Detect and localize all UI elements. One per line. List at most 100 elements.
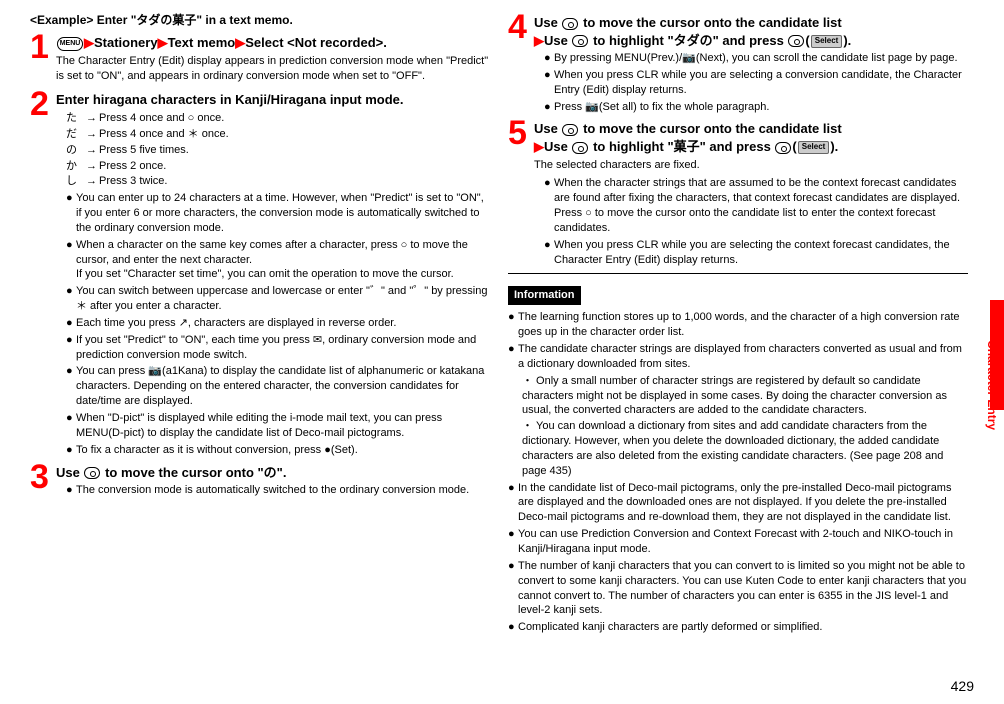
jp-char: だ	[66, 127, 84, 142]
t3rest: to move the cursor onto "の".	[105, 465, 286, 480]
char-line: か→Press 2 once.	[66, 159, 490, 174]
bullet-text: To fix a character as it is without conv…	[76, 443, 490, 458]
bullet: ●When you press CLR while you are select…	[544, 238, 968, 268]
information-list: ●The learning function stores up to 1,00…	[508, 310, 968, 635]
jp-char: か	[66, 159, 84, 174]
information-header: Information	[508, 286, 581, 305]
step-title: Use to move the cursor onto the candidat…	[534, 14, 968, 49]
page-number: 429	[951, 677, 974, 696]
bullet: ●If you set "Predict" to "ON", each time…	[66, 333, 490, 363]
info-text: The number of kanji characters that you …	[518, 559, 968, 618]
center-key-icon	[788, 35, 804, 47]
right-column: 4 Use to move the cursor onto the candid…	[508, 12, 968, 637]
char-instruction: Press 2 once.	[99, 159, 166, 174]
step4-bullets: ●By pressing MENU(Prev.)/📷(Next), you ca…	[534, 51, 968, 114]
bullet-text: You can enter up to 24 characters at a t…	[76, 191, 490, 236]
step-body: Use to move the cursor onto the candidat…	[534, 12, 968, 116]
info-bullet: ●In the candidate list of Deco-mail pict…	[508, 481, 968, 526]
bullet: ●When a character on the same key comes …	[66, 238, 490, 283]
example-header: <Example> Enter "タダの菓子" in a text memo.	[30, 12, 490, 28]
select-label-icon: Select	[811, 35, 843, 48]
char-line: し→Press 3 twice.	[66, 174, 490, 189]
jp-char: た	[66, 111, 84, 126]
title-part: Text memo	[168, 35, 236, 50]
info-sub: ・ Only a small number of character strin…	[522, 374, 968, 419]
char-instruction: Press 5 five times.	[99, 143, 189, 158]
bullet-text: When a character on the same key comes a…	[76, 238, 490, 283]
step-body: Use to move the cursor onto the candidat…	[534, 118, 968, 269]
char-instruction: Press 4 once and ＊ once.	[99, 127, 229, 142]
bullet-text: Each time you press ↗, characters are di…	[76, 316, 490, 331]
step-body: Enter hiragana characters in Kanji/Hirag…	[56, 89, 490, 459]
info-text: The candidate character strings are disp…	[518, 342, 968, 372]
info-text: In the candidate list of Deco-mail picto…	[518, 481, 968, 526]
left-column: <Example> Enter "タダの菓子" in a text memo. …	[30, 12, 490, 637]
step-body: Use to move the cursor onto "の". ●The co…	[56, 462, 490, 500]
info-bullet: ●The learning function stores up to 1,00…	[508, 310, 968, 340]
step5-bullets: ●When the character strings that are ass…	[534, 176, 968, 267]
step-1: 1 MENU▶Stationery▶Text memo▶Select <Not …	[30, 32, 490, 87]
step-number: 2	[30, 89, 52, 120]
step-subtext: The selected characters are fixed.	[534, 158, 968, 173]
bullet: ●When you press CLR while you are select…	[544, 68, 968, 98]
bullet: ●Each time you press ↗, characters are d…	[66, 316, 490, 331]
bullet-text: When you press CLR while you are selecti…	[554, 68, 968, 98]
step-4: 4 Use to move the cursor onto the candid…	[508, 12, 968, 116]
step-3: 3 Use to move the cursor onto "の". ●The …	[30, 462, 490, 500]
bullet-text: When you press CLR while you are selecti…	[554, 238, 968, 268]
step-subtext: The Character Entry (Edit) display appea…	[56, 54, 490, 84]
info-text: The learning function stores up to 1,000…	[518, 310, 968, 340]
bullet: ●The conversion mode is automatically sw…	[66, 483, 490, 498]
step-2: 2 Enter hiragana characters in Kanji/Hir…	[30, 89, 490, 459]
char-lines: た→Press 4 once and ○ once.だ→Press 4 once…	[56, 111, 490, 189]
select-label-icon: Select	[798, 141, 830, 154]
dpad-icon	[84, 467, 100, 479]
char-line: だ→Press 4 once and ＊ once.	[66, 127, 490, 142]
step-number: 3	[30, 462, 52, 493]
title-part: Stationery	[94, 35, 158, 50]
char-instruction: Press 4 once and ○ once.	[99, 111, 224, 126]
center-key-icon	[775, 142, 791, 154]
bullet-text: The conversion mode is automatically swi…	[76, 483, 490, 498]
bullet: ●To fix a character as it is without con…	[66, 443, 490, 458]
dpad-icon	[562, 124, 578, 136]
bullet: ●When "D-pict" is displayed while editin…	[66, 411, 490, 441]
menu-key-icon: MENU	[57, 37, 83, 51]
info-bullet: ●You can use Prediction Conversion and C…	[508, 527, 968, 557]
bullet: ●You can press 📷(a1Kana) to display the …	[66, 364, 490, 409]
bullet-text: You can switch between uppercase and low…	[76, 284, 490, 314]
page-container: <Example> Enter "タダの菓子" in a text memo. …	[0, 0, 1004, 645]
jp-char: の	[66, 143, 84, 158]
char-line: の→Press 5 five times.	[66, 143, 490, 158]
info-bullet: ●Complicated kanji characters are partly…	[508, 620, 968, 635]
step-5: 5 Use to move the cursor onto the candid…	[508, 118, 968, 269]
dpad-icon	[572, 35, 588, 47]
step-number: 1	[30, 32, 52, 63]
dpad-icon	[562, 18, 578, 30]
title-part: Select <Not recorded>.	[245, 35, 387, 50]
char-instruction: Press 3 twice.	[99, 174, 167, 189]
info-bullet: ●The candidate character strings are dis…	[508, 342, 968, 372]
dpad-icon	[572, 142, 588, 154]
step-title: Use to move the cursor onto "の".	[56, 464, 490, 482]
step-number: 5	[508, 118, 530, 149]
bullet: ●When the character strings that are ass…	[544, 176, 968, 235]
bullet-text: When "D-pict" is displayed while editing…	[76, 411, 490, 441]
step2-bullets: ●You can enter up to 24 characters at a …	[56, 191, 490, 457]
divider	[508, 273, 968, 274]
info-bullet: ●The number of kanji characters that you…	[508, 559, 968, 618]
bullet-text: When the character strings that are assu…	[554, 176, 968, 235]
step-number: 4	[508, 12, 530, 43]
side-tab-label: Character Entry	[984, 340, 1000, 430]
bullet-text: By pressing MENU(Prev.)/📷(Next), you can…	[554, 51, 968, 66]
info-text: Complicated kanji characters are partly …	[518, 620, 968, 635]
info-sub: ・ You can download a dictionary from sit…	[522, 419, 968, 478]
step-title: MENU▶Stationery▶Text memo▶Select <Not re…	[56, 34, 490, 52]
jp-char: し	[66, 174, 84, 189]
char-line: た→Press 4 once and ○ once.	[66, 111, 490, 126]
bullet-text: Press 📷(Set all) to fix the whole paragr…	[554, 100, 968, 115]
info-text: You can use Prediction Conversion and Co…	[518, 527, 968, 557]
bullet: ●You can switch between uppercase and lo…	[66, 284, 490, 314]
step-title: Enter hiragana characters in Kanji/Hirag…	[56, 91, 490, 109]
bullet: ●You can enter up to 24 characters at a …	[66, 191, 490, 236]
